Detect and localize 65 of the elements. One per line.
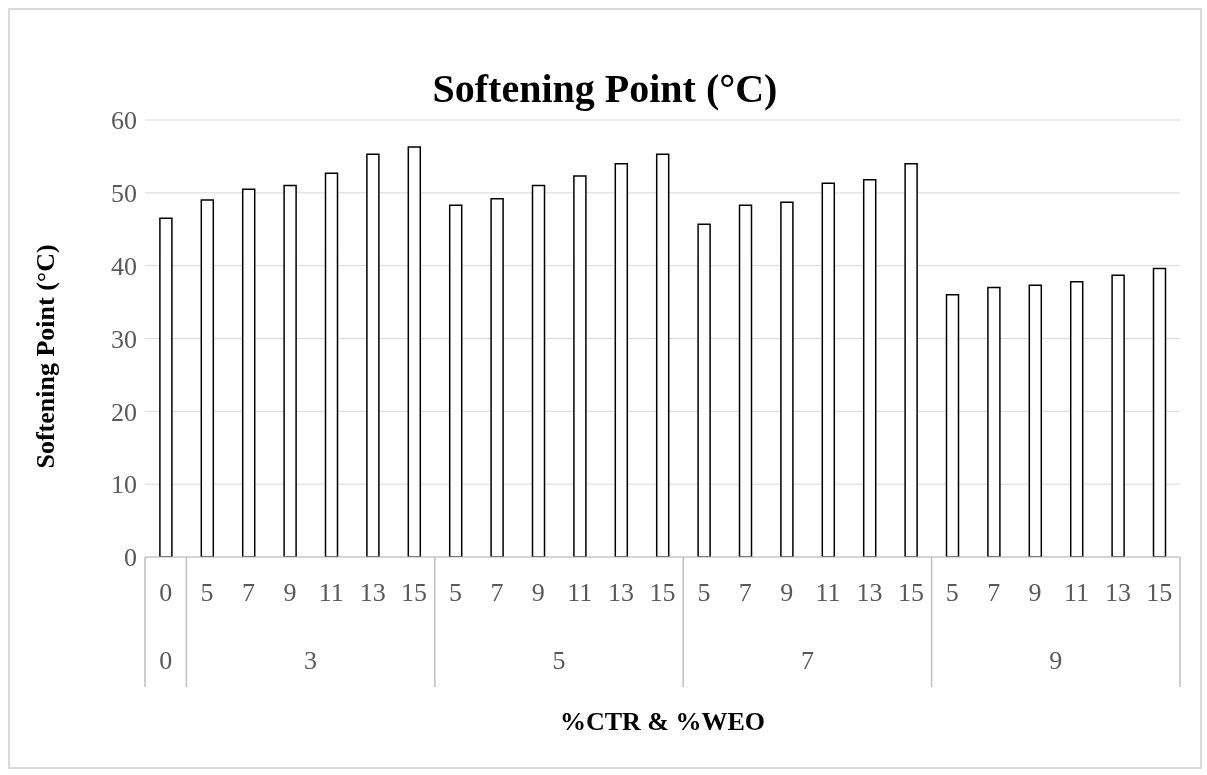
chart-title: Softening Point (°C) [432, 66, 778, 111]
x-tick-label: 5 [945, 578, 959, 608]
bar [945, 294, 960, 557]
text: 7 [800, 646, 814, 675]
bar [1152, 267, 1167, 557]
bar [448, 204, 463, 557]
x-tick-label: 7 [738, 578, 752, 608]
x-tick-label: 11 [567, 578, 593, 608]
bar [200, 199, 215, 557]
text: 0 [159, 646, 173, 675]
x-tick-label: 7 [987, 578, 1001, 608]
x-tick-label: 11 [1063, 578, 1090, 608]
x-tick-label: 15 [401, 578, 428, 608]
bar [1028, 284, 1043, 557]
bar [241, 188, 256, 557]
x-tick-label: 5 [200, 578, 214, 608]
y-axis-title: Softening Point (°C) [31, 244, 61, 469]
bar [490, 197, 504, 557]
x-tick-label: 11 [815, 578, 841, 608]
y-tick-label: 20 [111, 397, 137, 427]
text: 9 [1049, 646, 1063, 675]
text: 3 [304, 646, 318, 675]
bar [904, 162, 918, 557]
x-tick-label: 5 [697, 578, 711, 608]
x-tick-label: 9 [780, 578, 794, 608]
x-tick-label: 13 [1104, 578, 1131, 608]
y-tick-label: 30 [111, 324, 137, 354]
x-tick-label: 9 [531, 578, 545, 608]
x-tick-label: 5 [449, 578, 462, 608]
x-tick-label: 0 [159, 578, 173, 608]
x-axis-title: %CTR & %WEO [558, 707, 767, 737]
x-tick-label: 15 [1146, 578, 1173, 608]
x-tick-label: 15 [897, 578, 924, 608]
bar [780, 201, 794, 557]
x-tick-label: 11 [318, 578, 344, 608]
y-tick-label: 0 [124, 543, 137, 573]
bar [366, 153, 380, 557]
bar [1111, 274, 1125, 557]
x-tick-label: 13 [359, 578, 386, 608]
x-tick-label: 13 [856, 578, 883, 608]
y-tick-label: 10 [111, 470, 137, 500]
y-tick-label: 60 [111, 106, 137, 136]
bar [614, 162, 629, 557]
bar [697, 223, 711, 557]
bar [573, 175, 587, 557]
y-tick-label: 40 [111, 251, 137, 281]
text: 5 [552, 646, 566, 675]
bar [407, 146, 422, 557]
bar [655, 153, 670, 557]
bar [821, 182, 836, 557]
bar [1069, 280, 1084, 557]
bar [862, 178, 877, 557]
x-tick-label: 7 [490, 578, 504, 608]
x-tick-label: 9 [1028, 578, 1042, 608]
x-tick-label: 13 [608, 578, 635, 608]
x-tick-label: 9 [283, 578, 297, 608]
bar [987, 286, 1001, 557]
bar [159, 217, 173, 557]
bar [531, 184, 546, 557]
x-tick-label: 15 [649, 578, 676, 608]
y-tick-label: 50 [111, 179, 137, 209]
bar [738, 204, 753, 557]
x-tick-label: 7 [242, 578, 255, 608]
bar [324, 172, 339, 557]
bar [283, 184, 297, 557]
